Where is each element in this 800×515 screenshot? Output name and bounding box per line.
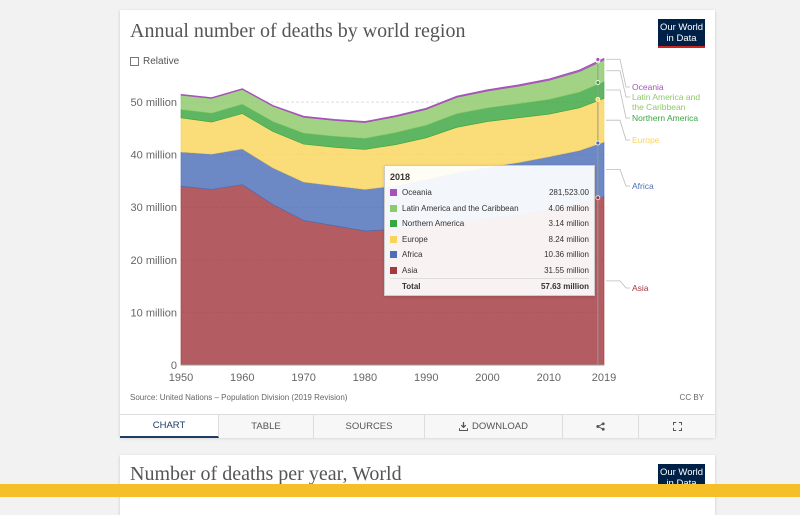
tooltip-total-label: Total <box>402 282 421 292</box>
tooltip-row: Asia 31.55 million <box>390 263 589 279</box>
y-tick-label: 10 million <box>131 307 177 319</box>
series-end-label: Latin America and <box>632 92 700 102</box>
tooltip-series-name: Europe <box>402 234 428 244</box>
x-tick-label: 1970 <box>291 372 315 384</box>
hover-marker <box>595 80 601 85</box>
tooltip-total-value: 57.63 million <box>540 282 589 292</box>
tooltip-total-row: Total 57.63 million <box>390 278 589 295</box>
chart-title: Annual number of deaths by world region <box>130 20 466 42</box>
tooltip-swatch <box>390 220 397 228</box>
x-tick-label: 2019 <box>592 372 616 384</box>
tooltip-row: Africa 10.36 million <box>390 247 589 263</box>
y-tick-label: 20 million <box>131 255 177 267</box>
hover-marker <box>595 195 601 201</box>
hover-tooltip: 2018 Oceania 281,523.00 Latin America and … <box>384 165 595 296</box>
chart-card: Annual number of deaths by world region … <box>120 10 715 438</box>
tooltip-swatch <box>390 266 397 274</box>
chart-tabs: CHART TABLE SOURCES DOWNLOAD <box>120 414 715 438</box>
series-end-label: Oceania <box>632 82 664 92</box>
series-end-label: the Caribbean <box>632 102 686 112</box>
tooltip-swatch <box>390 251 397 259</box>
logo-line1: Our World <box>659 22 704 33</box>
tooltip-series-value: 4.06 million <box>548 203 589 213</box>
tooltip-series-name: Africa <box>402 250 423 260</box>
x-tick-label: 2000 <box>475 372 499 384</box>
y-tick-label: 30 million <box>131 202 177 214</box>
x-tick-label: 1980 <box>353 372 377 384</box>
tab-sources[interactable]: SOURCES <box>314 415 425 438</box>
tooltip-row: Oceania 281,523.00 <box>390 185 589 201</box>
x-tick-label: 2010 <box>537 372 561 384</box>
x-tick-label: 1990 <box>414 372 438 384</box>
y-tick-label: 40 million <box>131 150 177 162</box>
legend-connector <box>606 119 630 141</box>
y-tick-label: 50 million <box>131 97 177 109</box>
legend-connector <box>606 280 630 289</box>
legend-connector <box>606 89 630 119</box>
tooltip-swatch <box>390 204 397 212</box>
tooltip-series-value: 3.14 million <box>548 219 589 229</box>
logo-line2: in Data <box>666 33 697 44</box>
fullscreen-icon <box>672 422 682 431</box>
checkbox-icon[interactable] <box>130 57 139 66</box>
tooltip-series-name: Oceania <box>402 188 432 198</box>
tooltip-swatch <box>390 235 397 243</box>
hover-marker <box>595 57 601 62</box>
top-series-line <box>180 57 605 123</box>
tooltip-series-name: Latin America and the Caribbean <box>402 203 519 213</box>
hover-marker <box>595 96 601 102</box>
tooltip-row: Northern America 3.14 million <box>390 216 589 232</box>
tooltip-series-name: Asia <box>402 265 418 275</box>
x-tick-label: 1960 <box>230 372 254 384</box>
tooltip-series-value: 8.24 million <box>548 234 589 244</box>
fullscreen-button[interactable] <box>639 415 715 438</box>
tab-download[interactable]: DOWNLOAD <box>425 415 563 438</box>
logo2-line1: Our World <box>659 467 704 478</box>
legend-connector <box>606 168 630 187</box>
license-label[interactable]: CC BY <box>679 393 704 402</box>
tab-chart-label: CHART <box>152 420 186 431</box>
tooltip-row: Latin America and the Caribbean 4.06 mill… <box>390 201 589 217</box>
source-note[interactable]: Source: United Nations – Population Divi… <box>130 393 348 402</box>
owid-logo[interactable]: Our World in Data <box>658 19 705 48</box>
bottom-banner <box>0 484 800 497</box>
share-icon <box>596 422 605 431</box>
relative-label: Relative <box>143 56 180 67</box>
tab-download-label: DOWNLOAD <box>472 421 528 432</box>
tooltip-series-name: Northern America <box>402 219 465 229</box>
series-end-label: Europe <box>632 135 660 145</box>
tooltip-row: Europe 8.24 million <box>390 232 589 248</box>
tab-table[interactable]: TABLE <box>219 415 314 438</box>
hover-marker <box>595 140 601 146</box>
tooltip-series-value: 31.55 million <box>544 265 589 275</box>
series-end-label: Northern America <box>632 113 698 123</box>
tooltip-series-value: 281,523.00 <box>548 188 589 198</box>
tab-table-label: TABLE <box>251 421 281 432</box>
legend-connector <box>606 58 630 88</box>
tab-sources-label: SOURCES <box>345 421 393 432</box>
share-button[interactable] <box>563 415 639 438</box>
x-tick-label: 1950 <box>169 372 193 384</box>
y-tick-label: 0 <box>171 360 177 372</box>
legend-connector <box>606 70 630 98</box>
second-chart-title: Number of deaths per year, World <box>130 463 402 485</box>
download-icon <box>459 422 469 431</box>
relative-toggle[interactable]: Relative <box>130 56 179 67</box>
tab-chart[interactable]: CHART <box>120 415 219 438</box>
series-end-label: Africa <box>632 181 654 191</box>
logo2-line2: in Data <box>658 478 705 489</box>
tooltip-series-value: 10.36 million <box>544 250 589 260</box>
tooltip-year: 2018 <box>390 172 411 182</box>
series-end-label: Asia <box>632 283 649 293</box>
tooltip-swatch <box>390 189 397 197</box>
